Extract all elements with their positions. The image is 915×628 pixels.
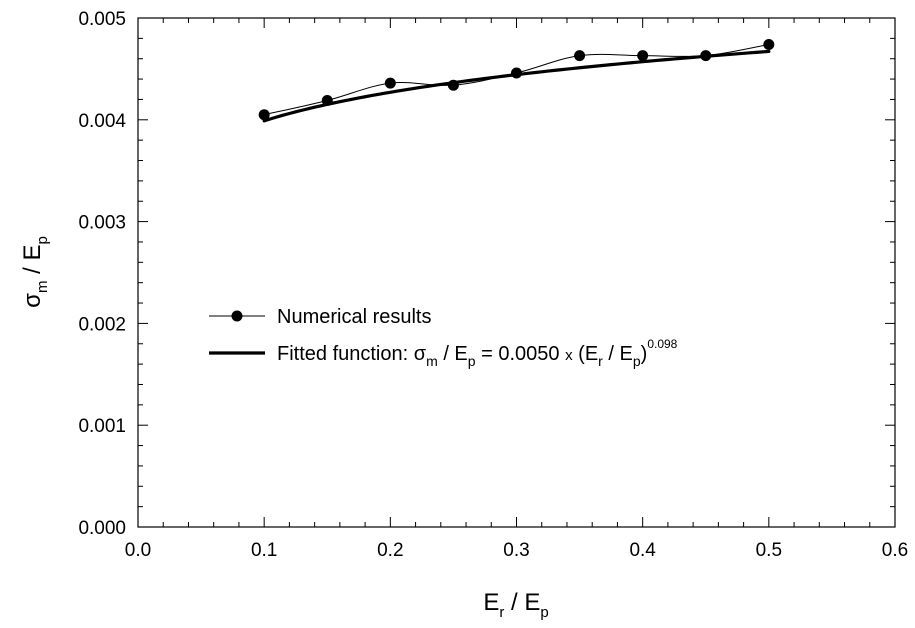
y-tick-label: 0.005 [78, 9, 126, 30]
y-tick-labels: 0.000 0.001 0.002 0.003 0.004 0.005 [78, 9, 126, 539]
y-axis-label-sub1: m [34, 281, 51, 294]
x-tick-label: 0.6 [882, 540, 908, 561]
plot-frame [137, 17, 896, 528]
data-point-numerical-results [637, 50, 649, 62]
y-tick-label: 0.000 [78, 518, 126, 539]
data-point-numerical-results [763, 38, 775, 50]
data-point-numerical-results [321, 94, 333, 106]
x-axis-label-mid: / E [504, 589, 540, 616]
legend: Numerical results Fitted function: σm / … [209, 306, 678, 369]
x-tick-label: 0.1 [251, 540, 277, 561]
data-point-numerical-results [511, 67, 522, 79]
legend-fitted-exponent: 0.098 [647, 337, 677, 351]
legend-fitted-close: ) [641, 343, 648, 365]
data-point-numerical-results [447, 79, 459, 91]
series-group [258, 38, 775, 123]
x-tick-label: 0.2 [377, 540, 403, 561]
legend-fitted-div-e2: / E [603, 343, 633, 365]
x-tick-label: 0.5 [756, 540, 782, 561]
legend-fitted-div-e: / E [438, 343, 468, 365]
y-axis-label-main: σ [19, 293, 46, 308]
x-tick-label: 0.4 [629, 540, 656, 561]
legend-fitted-times: x [565, 347, 573, 364]
x-axis-label-main: E [483, 589, 499, 616]
y-axis-label-mid: / E [19, 245, 46, 281]
y-tick-label: 0.001 [78, 416, 126, 437]
legend-numerical-marker [231, 310, 243, 322]
data-point-numerical-results [384, 77, 396, 89]
x-tick-labels: 0.0 0.1 0.2 0.3 0.4 0.5 0.6 [125, 540, 908, 561]
y-axis-label: σm / Ep [19, 236, 51, 308]
legend-fitted-sub-p: p [468, 353, 476, 369]
legend-fitted-sigma: σ [414, 343, 427, 365]
y-tick-label: 0.004 [78, 111, 126, 132]
x-tick-label: 0.3 [503, 540, 529, 561]
legend-numerical-label: Numerical results [277, 306, 431, 328]
x-axis-label-sub1: r [499, 604, 504, 621]
legend-fitted-sub-p2: p [633, 353, 641, 369]
y-axis-label-sub2: p [34, 236, 51, 244]
x-tick-label: 0.0 [125, 540, 151, 561]
x-axis-label: Er / Ep [483, 589, 548, 621]
minor-ticks [138, 18, 895, 527]
legend-fitted-equals: = 0.0050 [476, 343, 566, 365]
data-point-numerical-results [258, 109, 270, 121]
legend-fitted-paren-e: (E [573, 343, 599, 365]
legend-fitted-sub-r: r [598, 353, 603, 369]
data-point-numerical-results [700, 50, 712, 62]
y-tick-label: 0.003 [78, 213, 126, 234]
legend-fitted-prefix: Fitted function: [277, 343, 414, 365]
legend-fitted-sub-m: m [426, 353, 438, 369]
x-axis-label-sub2: p [540, 604, 548, 621]
data-point-numerical-results [574, 50, 586, 62]
y-tick-label: 0.002 [78, 314, 126, 335]
legend-fitted-label: Fitted function: σm / Ep = 0.0050 x (Er … [277, 337, 678, 369]
